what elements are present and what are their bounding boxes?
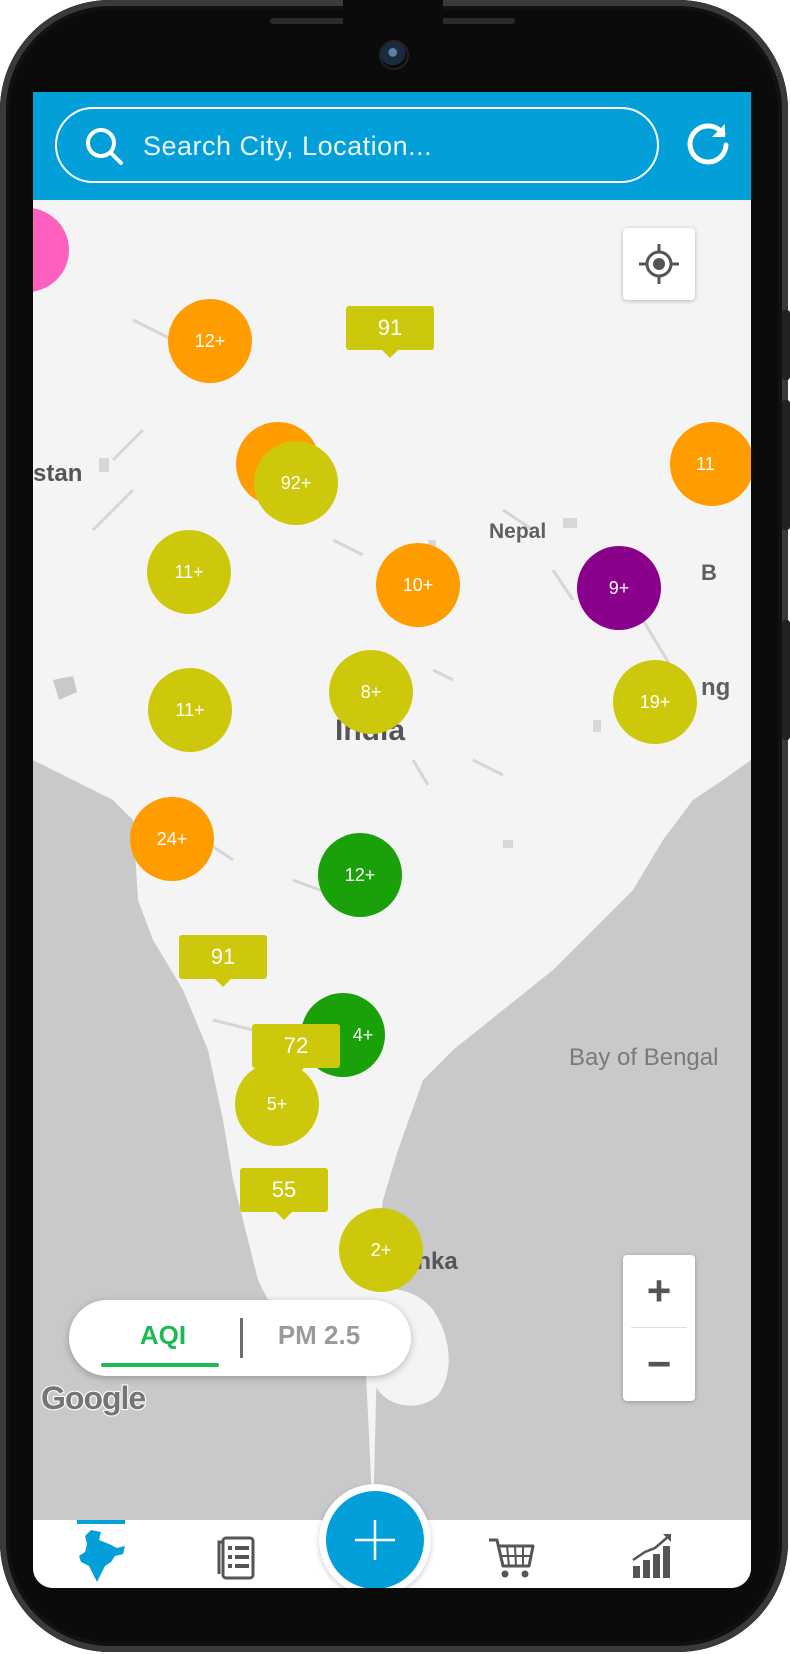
toggle-divider: [240, 1318, 243, 1358]
cart-icon: [489, 1538, 535, 1578]
aqi-cluster[interactable]: 11: [670, 422, 751, 506]
cluster-count: 9+: [608, 577, 630, 598]
cluster-count: 19+: [639, 691, 671, 712]
cluster-count: 92+: [280, 472, 312, 493]
nav-active-indicator: [77, 1520, 125, 1524]
india-map-icon: [79, 1530, 125, 1582]
nav-reports[interactable]: [209, 1528, 269, 1584]
aqi-cluster[interactable]: 10+: [376, 543, 460, 627]
aqi-cluster[interactable]: 24+: [130, 797, 214, 881]
volume-button: [782, 400, 790, 530]
cluster-count: 10+: [402, 574, 434, 595]
crosshair-icon: [639, 244, 679, 284]
map-label-nepal: Nepal: [489, 520, 547, 543]
marker-value: 55: [271, 1177, 297, 1202]
marker-value: 91: [377, 315, 403, 340]
aqi-cluster[interactable]: 9+: [577, 546, 661, 630]
aqi-cluster[interactable]: 8+: [329, 650, 413, 734]
app-header: [33, 92, 751, 200]
aqi-marker[interactable]: 91: [179, 935, 267, 987]
cluster-count: 24+: [156, 828, 188, 849]
cluster-count: 8+: [360, 681, 382, 702]
aqi-cluster[interactable]: 12+: [318, 833, 402, 917]
aqi-cluster[interactable]: 19+: [613, 660, 697, 744]
zoom-in-button[interactable]: +: [646, 1267, 672, 1314]
metric-toggle: AQI PM 2.5: [69, 1300, 411, 1376]
aqi-cluster[interactable]: 5+: [235, 1062, 319, 1146]
aqi-tab[interactable]: AQI: [139, 1320, 187, 1350]
pm25-tab[interactable]: PM 2.5: [277, 1320, 361, 1350]
aqi-cluster[interactable]: 11+: [147, 530, 231, 614]
nav-shop[interactable]: [481, 1528, 541, 1584]
search-icon: [86, 128, 123, 165]
map-view[interactable]: stan Nepal India Bay of Bengal anka B ng…: [33, 200, 751, 1520]
aqi-cluster[interactable]: 92+: [254, 441, 338, 525]
map-label-pakistan: stan: [33, 460, 83, 487]
aqi-marker[interactable]: 91: [346, 306, 434, 358]
aqi-marker[interactable]: 72: [252, 1024, 340, 1076]
map-label-bangladesh: ng: [701, 674, 731, 701]
app-screen: stan Nepal India Bay of Bengal anka B ng…: [33, 92, 751, 1588]
marker-value: 72: [283, 1033, 309, 1058]
bottom-navigation: [33, 1484, 751, 1588]
add-button[interactable]: [319, 1484, 431, 1588]
cluster-count: 4+: [352, 1024, 374, 1045]
power-button: [782, 620, 790, 740]
plus-icon: [355, 1520, 395, 1560]
cluster-count: 11: [696, 453, 715, 474]
zoom-out-button[interactable]: −: [646, 1340, 672, 1387]
my-location-button[interactable]: [623, 228, 695, 300]
cluster-count: 11+: [175, 699, 205, 720]
cluster-count: 5+: [266, 1093, 288, 1114]
aqi-marker[interactable]: 55: [240, 1168, 328, 1220]
zoom-divider: [631, 1327, 687, 1328]
search-input[interactable]: [141, 121, 625, 171]
aqi-cluster[interactable]: 12+: [168, 299, 252, 383]
add-button-fill: [326, 1491, 424, 1588]
aqi-cluster[interactable]: 11+: [148, 668, 232, 752]
marker-value: 91: [210, 944, 236, 969]
cluster-count: 2+: [370, 1239, 392, 1260]
volume-button: [782, 310, 790, 380]
camera: [379, 40, 409, 70]
report-icon: [217, 1536, 255, 1580]
cluster-count: 12+: [194, 330, 226, 351]
refresh-icon[interactable]: [683, 120, 733, 170]
cluster-count: 12+: [344, 864, 376, 885]
google-logo: Google: [40, 1379, 147, 1417]
stats-icon: [632, 1534, 671, 1578]
aqi-cluster[interactable]: 2+: [339, 1208, 423, 1292]
map-label-bay-of-bengal: Bay of Bengal: [569, 1044, 719, 1071]
nav-stats[interactable]: [623, 1528, 683, 1584]
zoom-controls: + −: [623, 1255, 695, 1401]
search-bar[interactable]: [55, 107, 659, 183]
active-tab-indicator: [101, 1363, 219, 1367]
cluster-count: 11+: [174, 561, 204, 582]
map-label-bhutan: B: [701, 560, 717, 585]
nav-map[interactable]: [71, 1528, 131, 1584]
